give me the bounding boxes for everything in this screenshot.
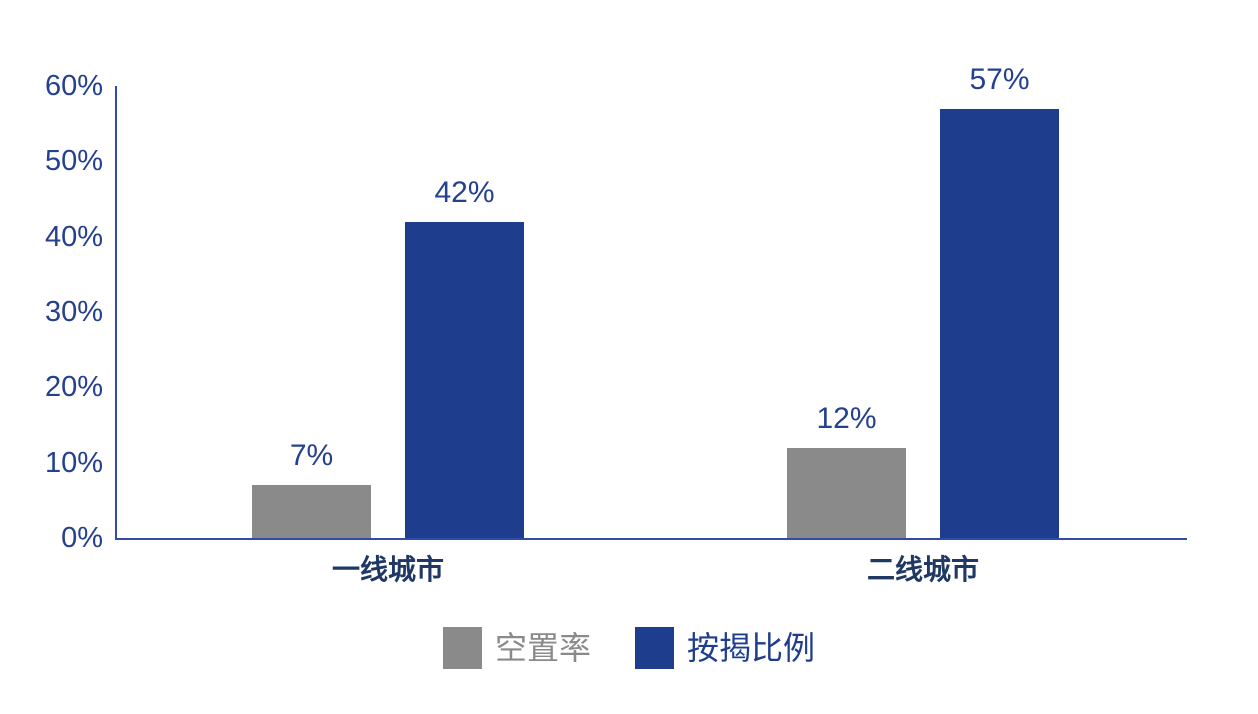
y-tick-label: 60% <box>44 70 103 102</box>
legend-item-按揭比例: 按揭比例 <box>635 627 815 669</box>
y-tick-label: 20% <box>44 371 103 404</box>
y-tick-label: 0% <box>61 522 103 554</box>
legend: 空置率 按揭比例 <box>0 627 1258 669</box>
y-tick-label: 50% <box>44 145 103 178</box>
legend-swatch <box>442 627 482 669</box>
legend-label: 空置率 <box>494 630 591 666</box>
value-label: 57% <box>969 63 1030 96</box>
y-axis-line <box>115 86 117 540</box>
bar-空置率-二线城市 <box>787 448 906 538</box>
y-tick-label: 10% <box>44 446 103 479</box>
bar-空置率-一线城市 <box>252 485 371 538</box>
legend-item-空置率: 空置率 <box>442 627 591 669</box>
legend-label: 按揭比例 <box>687 630 816 666</box>
legend-swatch <box>635 627 674 669</box>
value-label: 42% <box>434 176 495 209</box>
category-label-1: 一线城市 <box>331 554 444 585</box>
bar-按揭比例-一线城市 <box>405 222 524 538</box>
x-axis-line <box>115 538 1187 540</box>
value-label: 12% <box>816 402 877 435</box>
bar-按揭比例-二线城市 <box>940 109 1059 538</box>
y-tick-label: 40% <box>44 220 103 253</box>
y-tick-label: 30% <box>44 296 103 328</box>
category-label-2: 二线城市 <box>866 554 979 585</box>
value-label: 7% <box>289 439 334 472</box>
